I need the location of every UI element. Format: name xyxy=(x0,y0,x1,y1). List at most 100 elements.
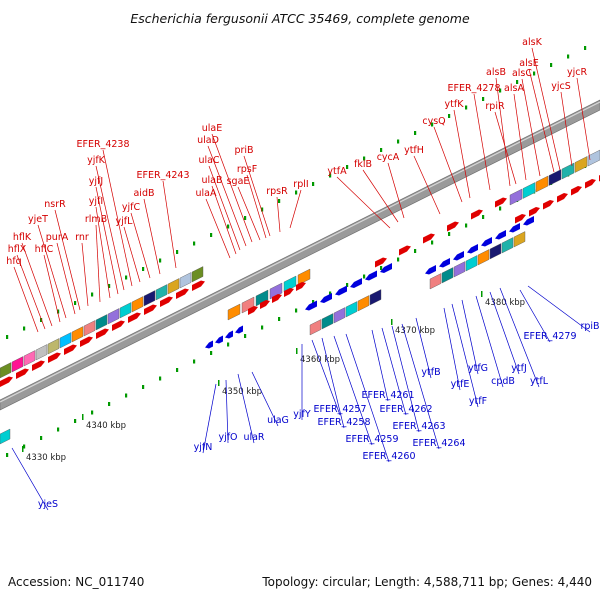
gene-label-ulaa[interactable]: ulaA xyxy=(196,188,217,199)
gene-label-ytfb[interactable]: ytfB xyxy=(421,367,440,378)
gene-label-prib[interactable]: priB xyxy=(234,145,253,156)
gene-label-yjcs[interactable]: yjcS xyxy=(551,81,571,92)
gene-label-aidb[interactable]: aidB xyxy=(133,188,154,199)
leader-line xyxy=(473,93,491,191)
leader-line xyxy=(345,333,390,463)
gene-label-efer_4264[interactable]: EFER_4264 xyxy=(413,438,466,449)
gene-label-ulab[interactable]: ulaB xyxy=(202,175,223,186)
gene-label-ulac[interactable]: ulaC xyxy=(198,155,219,166)
lower-scale-tick xyxy=(312,300,315,304)
gene-label-efer_4279[interactable]: EFER_4279 xyxy=(524,331,577,342)
gene-box xyxy=(191,266,204,283)
gene-box xyxy=(513,231,526,248)
leader-line xyxy=(130,212,151,279)
gene-label-efer_4238[interactable]: EFER_4238 xyxy=(77,139,130,150)
gene-label-ytff[interactable]: ytfF xyxy=(469,396,487,407)
gene-label-hfq[interactable]: hfq xyxy=(6,256,21,267)
gene-label-nsrr[interactable]: nsrR xyxy=(44,199,66,210)
gene-label-alse[interactable]: alsE xyxy=(519,58,538,69)
gene-label-rnr[interactable]: rnr xyxy=(75,232,89,243)
gene-label-efer_4262[interactable]: EFER_4262 xyxy=(380,404,433,415)
gene-box xyxy=(47,338,60,355)
gene-label-sgae[interactable]: sgaE xyxy=(227,176,250,187)
gene-label-efer_4278[interactable]: EFER_4278 xyxy=(448,83,501,94)
gene-label-ular[interactable]: ulaR xyxy=(243,432,264,443)
scale-label: 4360 kbp xyxy=(300,355,340,365)
gene-label-alsb[interactable]: alsB xyxy=(486,67,506,78)
gene-label-alsk[interactable]: alsK xyxy=(522,37,542,48)
gene-label-ulag[interactable]: ulaG xyxy=(267,415,289,426)
gene-label-efer_4243[interactable]: EFER_4243 xyxy=(137,170,190,181)
gene-label-efer_4257[interactable]: EFER_4257 xyxy=(314,404,367,415)
leader-line xyxy=(207,145,247,247)
gene-box xyxy=(95,314,108,331)
lower-scale-tick xyxy=(295,308,298,313)
gene-label-rpsf[interactable]: rpsF xyxy=(237,164,257,175)
forward-gene-arrow xyxy=(571,186,582,196)
gene-label-efer_4260[interactable]: EFER_4260 xyxy=(363,451,416,462)
gene-label-efer_4259[interactable]: EFER_4259 xyxy=(346,434,399,445)
gene-label-rpir[interactable]: rpiR xyxy=(485,101,505,112)
upper-scale-tick xyxy=(227,224,230,229)
gene-label-yjcr[interactable]: yjcR xyxy=(567,67,587,78)
accession-text: Accession: NC_011740 xyxy=(8,575,144,589)
gene-label-ytfk[interactable]: ytfK xyxy=(445,99,465,110)
gene-label-yjfj[interactable]: yjfJ xyxy=(89,176,103,187)
gene-label-rlmb[interactable]: rlmB xyxy=(85,214,107,225)
upper-scale-tick xyxy=(40,318,43,322)
gene-box xyxy=(574,156,588,173)
forward-gene-arrow xyxy=(176,288,189,299)
gene-label-ytfl[interactable]: ytfL xyxy=(530,376,549,387)
gene-label-fklb[interactable]: fklB xyxy=(354,159,372,170)
reverse-gene-arrow xyxy=(205,340,213,349)
gene-label-yjfy[interactable]: yjfY xyxy=(293,409,311,420)
gene-label-yjfk[interactable]: yjfK xyxy=(87,155,106,166)
lower-scale-tick xyxy=(499,206,502,211)
scale-label: 4380 kbp xyxy=(485,298,525,308)
gene-label-ytfa[interactable]: ytfA xyxy=(327,166,347,177)
gene-label-hflc[interactable]: hflC xyxy=(35,244,54,255)
gene-label-yjfl[interactable]: yjfL xyxy=(116,216,134,227)
gene-label-efer_4261[interactable]: EFER_4261 xyxy=(362,390,415,401)
gene-label-ytfg[interactable]: ytfG xyxy=(468,363,488,374)
gene-label-hflk[interactable]: hflK xyxy=(13,232,32,243)
gene-label-yjfi[interactable]: yjfI xyxy=(89,196,103,207)
gene-label-rpib[interactable]: rpiB xyxy=(580,321,599,332)
gene-label-yjfc[interactable]: yjfC xyxy=(122,202,141,213)
leader-line xyxy=(381,327,407,416)
gene-label-efer_4263[interactable]: EFER_4263 xyxy=(393,421,446,432)
upper-scale-tick xyxy=(550,63,553,67)
gene-label-rpsr[interactable]: rpsR xyxy=(266,186,288,197)
gene-label-ytfe[interactable]: ytfE xyxy=(451,379,470,390)
gene-label-alsc[interactable]: alsC xyxy=(512,68,532,79)
gene-label-pura[interactable]: purA xyxy=(46,232,69,243)
gene-label-rpli[interactable]: rplI xyxy=(293,179,308,190)
gene-label-efer_4258[interactable]: EFER_4258 xyxy=(318,417,371,428)
gene-label-yjfn[interactable]: yjfN xyxy=(194,442,213,453)
scale-major-tick xyxy=(82,414,84,420)
leader-line xyxy=(311,339,341,416)
leader-line xyxy=(289,189,302,229)
gene-label-yjet[interactable]: yjeT xyxy=(28,214,48,225)
map-title: Escherichia fergusonii ATCC 35469, compl… xyxy=(130,11,470,26)
gene-label-cpdb[interactable]: cpdB xyxy=(491,376,515,387)
gene-label-ulad[interactable]: ulaD xyxy=(197,135,219,146)
lower-scale-tick xyxy=(363,274,366,279)
forward-gene-arrow xyxy=(529,207,540,217)
forward-gene-arrow xyxy=(248,306,258,315)
leader-line xyxy=(81,242,89,307)
gene-label-yjes[interactable]: yjeS xyxy=(38,499,58,510)
leader-line xyxy=(451,303,479,408)
gene-label-hflx[interactable]: hflX xyxy=(8,244,27,255)
gene-label-ytfj[interactable]: ytfJ xyxy=(511,363,527,374)
leader-line xyxy=(453,109,471,199)
gene-label-ytfh[interactable]: ytfH xyxy=(404,145,424,156)
backbone-highlight xyxy=(0,101,600,403)
gene-label-alsa[interactable]: alsA xyxy=(504,83,524,94)
gene-label-cyca[interactable]: cycA xyxy=(377,152,400,163)
gene-box xyxy=(143,290,156,307)
gene-label-cysq[interactable]: cysQ xyxy=(422,116,445,127)
gene-label-ulae[interactable]: ulaE xyxy=(202,123,222,134)
gene-label-yjfo[interactable]: yjfO xyxy=(218,432,237,443)
